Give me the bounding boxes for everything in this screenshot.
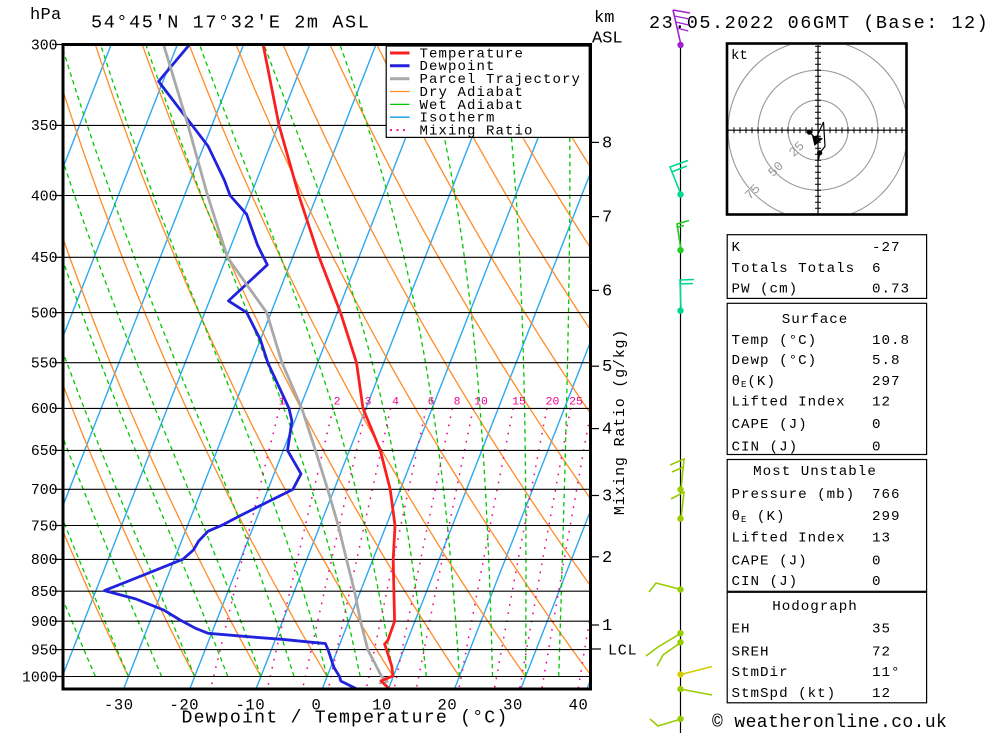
svg-text:EH: EH [732,622,751,638]
svg-text:72: 72 [872,645,891,661]
svg-text:Wet Adiabat: Wet Adiabat [420,98,525,114]
svg-text:800: 800 [31,553,58,569]
svg-text:950: 950 [31,643,58,659]
svg-text:30: 30 [503,697,523,715]
svg-text:Temperature: Temperature [420,46,525,62]
svg-text:LCL: LCL [608,643,637,660]
svg-text:Dewp (°C): Dewp (°C) [732,353,818,369]
svg-text:400: 400 [31,189,58,205]
svg-text:12: 12 [872,395,891,411]
svg-text:0.73: 0.73 [872,282,910,298]
svg-text:CIN (J): CIN (J) [732,440,799,456]
svg-text:5: 5 [602,358,612,377]
svg-text:6: 6 [428,397,435,409]
svg-text:θE (K): θE (K) [732,509,786,525]
svg-text:20: 20 [546,397,560,409]
svg-text:3: 3 [602,488,612,507]
svg-text:12: 12 [872,686,891,702]
svg-text:Dewpoint / Temperature (°C): Dewpoint / Temperature (°C) [181,709,508,729]
svg-text:θE(K): θE(K) [732,374,776,390]
svg-text:2: 2 [334,397,341,409]
svg-text:3: 3 [365,397,372,409]
svg-text:Mixing Ratio (g/kg): Mixing Ratio (g/kg) [612,329,629,515]
svg-text:350: 350 [31,119,58,135]
svg-text:StmDir: StmDir [732,665,789,681]
svg-text:Parcel Trajectory: Parcel Trajectory [420,72,582,88]
svg-text:ASL: ASL [592,30,623,49]
svg-text:Isotherm: Isotherm [420,111,496,127]
svg-text:10: 10 [474,397,488,409]
svg-text:Dewpoint: Dewpoint [420,59,496,75]
svg-text:6: 6 [602,282,612,301]
svg-text:1000: 1000 [22,670,58,686]
svg-text:300: 300 [31,38,58,54]
svg-text:850: 850 [31,585,58,601]
svg-text:0: 0 [872,554,882,570]
svg-text:2: 2 [602,549,612,568]
svg-text:299: 299 [872,509,901,525]
svg-text:Surface: Surface [782,312,849,328]
svg-text:Pressure (mb): Pressure (mb) [732,487,856,503]
svg-text:-30: -30 [104,697,134,715]
svg-text:-27: -27 [872,240,901,256]
svg-text:20: 20 [437,697,457,715]
svg-text:1: 1 [602,617,612,636]
svg-text:297: 297 [872,374,901,390]
svg-text:450: 450 [31,251,58,267]
svg-text:Totals Totals: Totals Totals [732,261,856,277]
svg-text:54°45'N 17°32'E 2m ASL: 54°45'N 17°32'E 2m ASL [91,13,370,34]
svg-text:700: 700 [31,483,58,499]
svg-text:4: 4 [392,397,399,409]
svg-text:650: 650 [31,444,58,460]
svg-text:11°: 11° [872,665,901,681]
svg-text:km: km [594,9,614,28]
svg-text:0: 0 [872,574,882,590]
svg-text:0: 0 [872,417,882,433]
svg-text:7: 7 [602,209,612,228]
svg-text:Lifted Index: Lifted Index [732,531,846,547]
svg-text:-20: -20 [169,697,199,715]
svg-text:Hodograph: Hodograph [772,599,858,615]
svg-text:© weatheronline.co.uk: © weatheronline.co.uk [712,713,947,733]
svg-text:K: K [732,240,742,256]
svg-text:Lifted Index: Lifted Index [732,395,846,411]
svg-text:25: 25 [569,397,583,409]
svg-text:CAPE (J): CAPE (J) [732,554,808,570]
svg-text:0: 0 [311,697,321,715]
svg-text:8: 8 [454,397,461,409]
svg-text:Dry Adiabat: Dry Adiabat [420,85,525,101]
svg-text:35: 35 [872,622,891,638]
svg-text:SREH: SREH [732,645,770,661]
svg-text:600: 600 [31,402,58,418]
svg-text:750: 750 [31,519,58,535]
svg-text:23.05.2022 06GMT (Base: 12): 23.05.2022 06GMT (Base: 12) [649,13,989,34]
svg-text:1: 1 [279,397,286,409]
svg-text:-10: -10 [236,697,266,715]
svg-text:kt: kt [731,48,748,64]
svg-text:10: 10 [372,697,392,715]
svg-text:10.8: 10.8 [872,333,910,349]
svg-text:4: 4 [602,421,612,440]
svg-text:Temp (°C): Temp (°C) [732,333,818,349]
svg-text:13: 13 [872,531,891,547]
svg-text:StmSpd (kt): StmSpd (kt) [732,686,837,702]
svg-text:5.8: 5.8 [872,353,901,369]
svg-text:15: 15 [512,397,526,409]
svg-text:Mixing Ratio: Mixing Ratio [420,124,534,140]
svg-text:500: 500 [31,306,58,322]
svg-text:0: 0 [872,440,882,456]
svg-text:PW (cm): PW (cm) [732,282,799,298]
svg-text:766: 766 [872,487,901,503]
svg-text:40: 40 [569,697,589,715]
svg-text:8: 8 [602,134,612,153]
svg-text:550: 550 [31,357,58,373]
svg-text:900: 900 [31,615,58,631]
svg-text:6: 6 [872,261,882,277]
svg-text:CIN (J): CIN (J) [732,574,799,590]
svg-text:CAPE (J): CAPE (J) [732,417,808,433]
svg-text:hPa: hPa [30,6,62,25]
svg-text:Most Unstable: Most Unstable [753,464,877,480]
